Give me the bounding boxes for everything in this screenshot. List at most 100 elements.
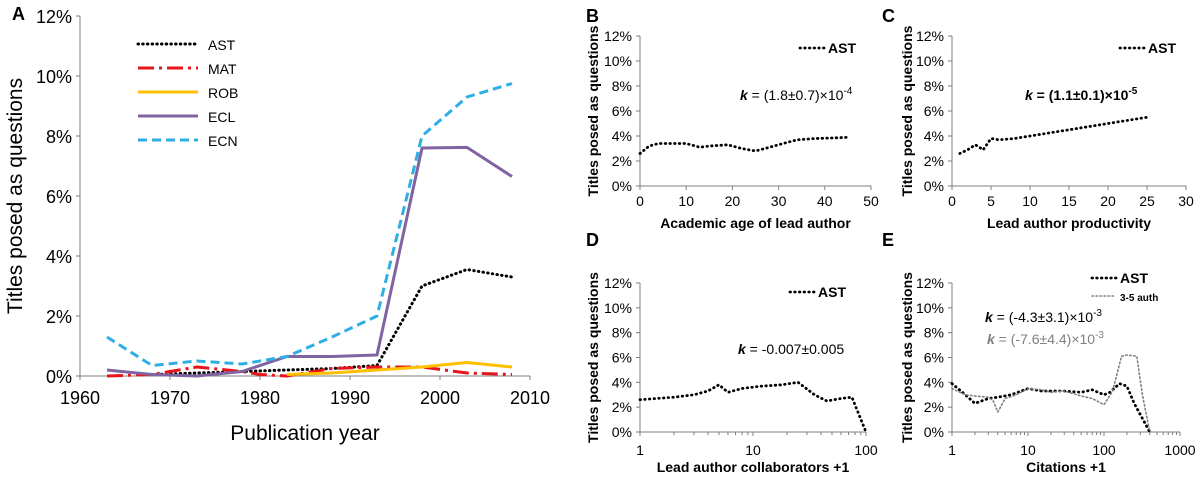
y-axis-label: Titles posed as questions [899, 25, 915, 196]
x-tick-label: 100 [1092, 442, 1116, 458]
k-annotation: k = (1.8±0.7)×10-4 [740, 86, 853, 103]
y-tick-label: 0% [612, 178, 632, 194]
panel-letter-e: E [882, 230, 894, 250]
y-tick-label: 10% [604, 53, 632, 69]
y-tick-label: 2% [612, 399, 632, 415]
y-tick-label: 6% [924, 350, 944, 366]
series-line-ast [638, 135, 850, 155]
series-line-ecl [106, 145, 513, 378]
y-tick-label: 12% [604, 275, 632, 291]
legend-label-ast: AST [208, 37, 236, 53]
legend-label-ast: AST [1148, 40, 1176, 56]
k-annotation: k = (-7.6±4.4)×10-3 [987, 330, 1104, 347]
x-tick-label: 15 [1061, 193, 1077, 209]
panel-letter-c: C [882, 6, 895, 26]
x-tick-label: 10 [1020, 442, 1036, 458]
panel-b: B 0% 2% 4% 6% 8% 10% 12% 0 10 20 30 40 50 Academic age… [585, 6, 879, 231]
series-line-ast [638, 380, 868, 434]
y-tick-label: 10% [604, 300, 632, 316]
x-tick-label: 5 [987, 193, 995, 209]
x-tick-label: 1960 [60, 388, 100, 408]
y-tick-label: 8% [46, 127, 72, 147]
y-axis-label: Titles posed as questions [4, 78, 27, 314]
legend-label-rob: ROB [208, 85, 238, 101]
k-annotation: k = (-4.3±3.1)×10-3 [985, 308, 1102, 325]
x-tick-label: 1980 [240, 388, 280, 408]
legend-label-3-5-auth: 3-5 auth [1120, 293, 1158, 304]
y-tick-label: 4% [46, 247, 72, 267]
series-line-ast [150, 268, 514, 376]
x-tick-label: 100 [854, 442, 878, 458]
x-tick-label: 0 [948, 193, 956, 209]
y-tick-label: 12% [36, 7, 72, 27]
x-tick-label: 25 [1139, 193, 1155, 209]
y-tick-label: 12% [916, 275, 944, 291]
y-axis-label: Titles posed as questions [585, 25, 601, 196]
x-tick-label: 20 [725, 193, 741, 209]
y-tick-label: 8% [612, 78, 632, 94]
y-tick-label: 4% [612, 128, 632, 144]
x-tick-label: 1 [636, 442, 644, 458]
x-axis-label: Academic age of lead author [660, 215, 851, 231]
y-tick-label: 2% [46, 307, 72, 327]
legend-label-ecn: ECN [208, 133, 238, 149]
x-tick-label: 30 [771, 193, 787, 209]
y-axis-label: Titles posed as questions [585, 272, 601, 443]
y-tick-label: 2% [924, 153, 944, 169]
panel-letter-a: A [12, 4, 25, 24]
y-tick-label: 4% [924, 374, 944, 390]
series-line-ecn [106, 82, 513, 367]
y-tick-label: 12% [916, 28, 944, 44]
y-axis-label: Titles posed as questions [899, 272, 915, 443]
y-tick-label: 6% [612, 350, 632, 366]
panel-e: E 0% 2% 4% 6% 8% 10% 12% 1 10 100 1000 Citations +1 T… [882, 230, 1196, 475]
legend-label-ast: AST [828, 40, 856, 56]
legend-label-ast: AST [818, 284, 846, 300]
y-tick-label: 10% [916, 300, 944, 316]
y-tick-label: 8% [612, 325, 632, 341]
x-tick-label: 40 [817, 193, 833, 209]
x-tick-label: 1 [948, 442, 956, 458]
y-tick-label: 0% [46, 367, 72, 387]
x-tick-label: 30 [1178, 193, 1194, 209]
panel-letter-d: D [586, 230, 599, 250]
y-tick-label: 10% [916, 53, 944, 69]
x-tick-label: 1970 [150, 388, 190, 408]
series-line-mat [106, 365, 513, 378]
legend-label-mat: MAT [208, 61, 237, 77]
x-tick-label: 2000 [420, 388, 460, 408]
series-line-ast [950, 382, 1152, 434]
panel-a: A 0% 2% 4% 6% 8% 10% 12% 1960 1970 1980 1990 2000 201… [4, 4, 550, 445]
series-line-ast [958, 115, 1149, 155]
y-tick-label: 8% [924, 78, 944, 94]
legend-label-ast: AST [1120, 270, 1148, 286]
y-tick-label: 0% [612, 424, 632, 440]
y-tick-label: 4% [612, 374, 632, 390]
y-tick-label: 10% [36, 67, 72, 87]
x-tick-label: 1000 [1164, 442, 1195, 458]
y-tick-label: 2% [612, 153, 632, 169]
k-annotation: k = -0.007±0.005 [738, 341, 844, 357]
x-axis-label: Citations +1 [1026, 459, 1106, 475]
y-tick-label: 0% [924, 178, 944, 194]
y-tick-label: 4% [924, 128, 944, 144]
series-line-rob [286, 361, 513, 376]
x-tick-label: 20 [1100, 193, 1116, 209]
y-tick-label: 8% [924, 325, 944, 341]
x-tick-label: 10 [678, 193, 694, 209]
series-line-3-5-auth [951, 354, 1151, 433]
x-tick-label: 50 [863, 193, 879, 209]
k-annotation: k = (1.1±0.1)×10-5 [1025, 86, 1138, 103]
y-tick-label: 6% [46, 187, 72, 207]
panel-c: C 0% 2% 4% 6% 8% 10% 12% 0 5 10 15 20 25 30 Lead author… [882, 6, 1194, 231]
x-axis-label: Lead author productivity [987, 215, 1151, 231]
y-tick-label: 12% [604, 28, 632, 44]
x-tick-label: 2010 [510, 388, 550, 408]
x-tick-label: 10 [745, 442, 761, 458]
y-tick-label: 2% [924, 399, 944, 415]
panel-letter-b: B [586, 6, 599, 26]
x-axis-label: Publication year [230, 422, 379, 445]
y-tick-label: 6% [612, 103, 632, 119]
y-tick-label: 6% [924, 103, 944, 119]
